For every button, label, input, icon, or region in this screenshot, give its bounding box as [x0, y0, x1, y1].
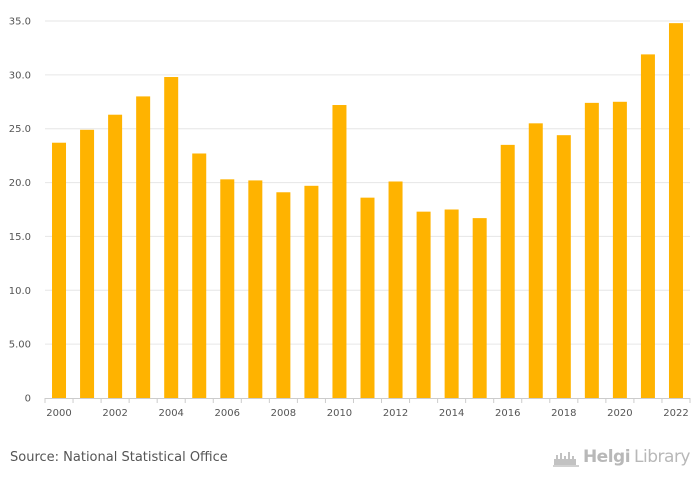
- helgi-library-logo-icon: [552, 452, 579, 467]
- x-tick-label: 2022: [663, 408, 688, 419]
- y-tick-label: 5.00: [9, 340, 31, 351]
- x-tick-label: 2020: [607, 408, 632, 419]
- bar-2003: [136, 96, 151, 399]
- y-axis-tick-labels: 0 5.00 10.0 15.0 20.0 25.0 30.0 35.0: [9, 17, 31, 405]
- bar-2020: [612, 101, 627, 399]
- bar-2014: [444, 209, 459, 398]
- bar-2001: [80, 129, 95, 398]
- x-tick-label: 2006: [215, 408, 240, 419]
- brand-name-prefix: Helgi: [582, 447, 631, 467]
- bar-2010: [332, 105, 347, 398]
- bar-2011: [360, 197, 375, 398]
- bar-2013: [416, 211, 431, 398]
- brand-name-suffix: Library: [634, 447, 690, 467]
- bar-2017: [528, 123, 543, 398]
- bar-2002: [108, 114, 123, 398]
- bar-2008: [276, 192, 291, 398]
- y-tick-label: 25.0: [9, 124, 31, 135]
- bar-2004: [164, 77, 179, 399]
- bar-2007: [248, 180, 263, 398]
- x-tick-label: 2014: [439, 408, 464, 419]
- bar-2005: [192, 153, 207, 398]
- x-tick-label: 2008: [271, 408, 296, 419]
- bar-2019: [584, 102, 599, 398]
- y-tick-label: 20.0: [9, 178, 31, 189]
- bar-2006: [220, 179, 235, 398]
- x-tick-label: 2000: [46, 408, 71, 419]
- bar-2022: [668, 23, 683, 398]
- source-note: Source: National Statistical Office: [10, 450, 228, 465]
- y-tick-label: 0: [25, 394, 31, 405]
- bars: [52, 23, 683, 399]
- x-tick-label: 2004: [158, 408, 183, 419]
- x-axis-tick-labels: 2000 2002 2004 2006 2008 2010 2012 2014 2016 2018…: [46, 408, 688, 419]
- bar-2009: [304, 185, 319, 398]
- x-tick-label: 2012: [383, 408, 408, 419]
- bar-2012: [388, 181, 403, 398]
- x-axis-ticks: [44, 398, 691, 403]
- bar-2018: [556, 135, 571, 399]
- bar-2000: [52, 142, 67, 398]
- x-tick-label: 2018: [551, 408, 576, 419]
- y-tick-label: 15.0: [9, 232, 31, 243]
- x-tick-label: 2002: [102, 408, 127, 419]
- y-tick-label: 35.0: [9, 17, 31, 28]
- x-tick-label: 2010: [327, 408, 352, 419]
- bar-2021: [640, 54, 655, 399]
- bar-2015: [472, 218, 487, 398]
- brand-logo: Helgi Library: [552, 447, 690, 467]
- bar-2016: [500, 144, 515, 398]
- x-tick-label: 2016: [495, 408, 520, 419]
- y-tick-label: 10.0: [9, 286, 31, 297]
- y-tick-label: 30.0: [9, 70, 31, 81]
